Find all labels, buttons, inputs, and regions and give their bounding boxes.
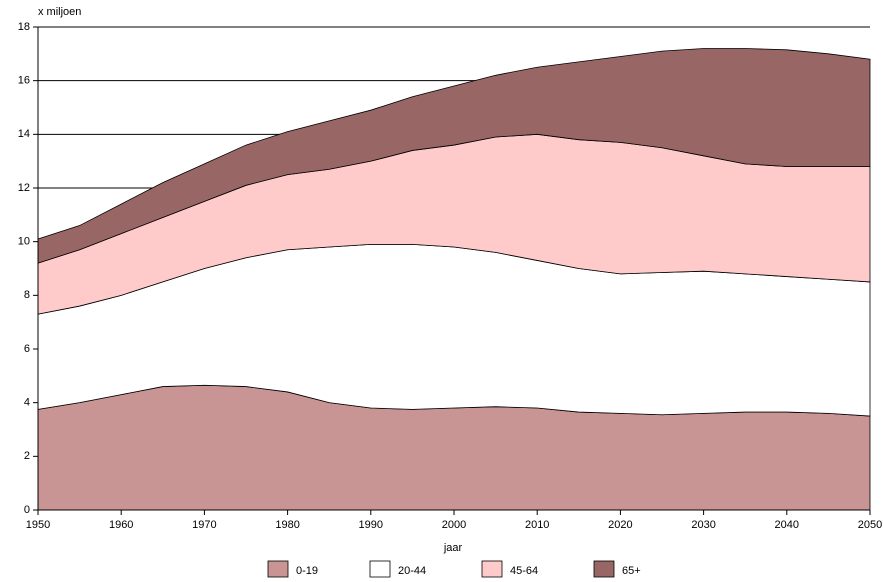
x-tick-label: 2010 [525,519,549,531]
x-axis-label: jaar [443,542,463,554]
y-tick-label: 6 [24,343,30,355]
x-tick-label: 1990 [359,519,383,531]
x-tick-label: 1970 [192,519,216,531]
legend-swatch [593,560,615,578]
legend-swatch [369,560,391,578]
legend-label: 0-19 [296,565,318,577]
area [37,48,871,264]
y-tick-label: 2 [24,450,30,462]
legend-swatch [267,560,289,578]
legend-label: 45-64 [510,565,538,577]
y-tick-label: 18 [18,21,30,33]
y-tick-label: 14 [18,128,30,140]
y-tick-label: 8 [24,289,30,301]
y-tick-label: 4 [24,397,30,409]
x-tick-label: 1950 [26,519,50,531]
y-tick-label: 10 [18,236,30,248]
x-tick-label: 2040 [775,519,799,531]
y-axis-label: x miljoen [38,6,81,18]
x-tick-label: 2020 [608,519,632,531]
legend-swatch [481,560,503,578]
legend-label: 20-44 [398,565,426,577]
y-tick-label: 0 [24,504,30,516]
legend-label: 65+ [622,565,641,577]
x-tick-label: 1980 [275,519,299,531]
x-tick-label: 2000 [442,519,466,531]
x-tick-label: 1960 [109,519,133,531]
x-tick-label: 2030 [691,519,715,531]
x-tick-label: 2050 [858,519,882,531]
y-tick-label: 16 [18,75,30,87]
y-tick-label: 12 [18,182,30,194]
